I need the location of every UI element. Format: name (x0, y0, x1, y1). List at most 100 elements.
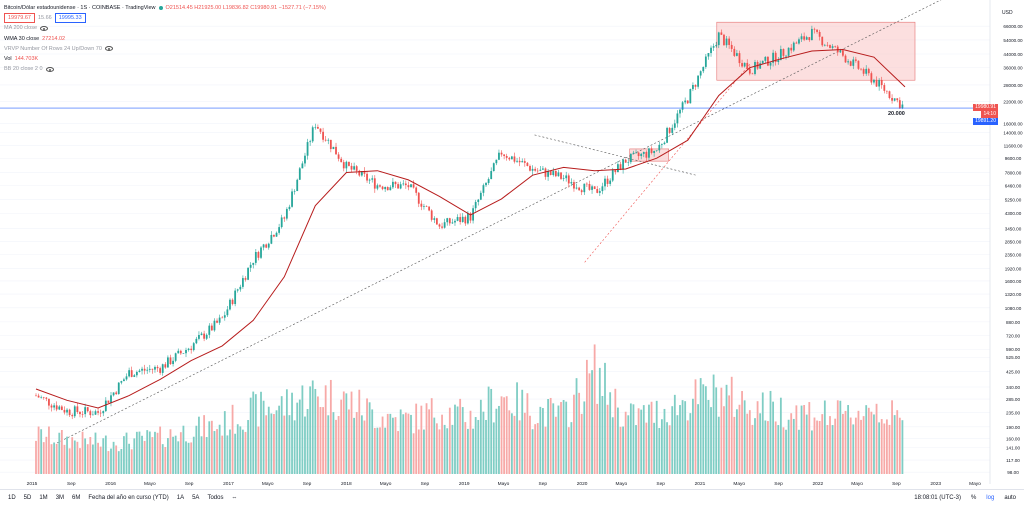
candle-body (130, 370, 133, 377)
candle-body (278, 227, 281, 233)
volume-bar (565, 401, 568, 474)
candle-body (397, 184, 399, 189)
visibility-eye-icon[interactable] (40, 26, 49, 31)
candle-body (141, 368, 143, 371)
visibility-eye-icon[interactable] (104, 46, 113, 52)
range-button[interactable]: 3M (55, 495, 65, 501)
time-tick-label: Sep (303, 481, 312, 487)
log-toggle[interactable]: log (986, 495, 995, 501)
candle-body (205, 334, 208, 339)
candle-body (487, 179, 490, 183)
candle-body (53, 405, 56, 408)
indicator-bb[interactable]: BB 20 close 2 0 (4, 64, 326, 74)
indicator-label: Vol (4, 56, 12, 63)
candle-body (384, 186, 387, 190)
volume-bar (112, 441, 115, 474)
candle-body (200, 333, 203, 335)
indicator-volume[interactable]: Vol 144.703K (4, 54, 326, 64)
candle-body (366, 173, 368, 181)
candle-body (195, 338, 198, 344)
volume-bar (260, 391, 262, 474)
sell-price-button[interactable]: 19979.67 (4, 13, 35, 24)
range-button[interactable]: 5A (192, 495, 200, 501)
candle-body (601, 186, 604, 192)
candle-body (55, 405, 58, 410)
candle-body (585, 183, 588, 185)
candle-body (454, 220, 456, 223)
volume-bar (795, 405, 798, 474)
volume-bar (640, 409, 643, 474)
volume-bar (707, 399, 710, 474)
volume-bar (500, 396, 503, 474)
candle-body (161, 364, 164, 373)
visibility-eye-icon[interactable] (45, 66, 54, 72)
candle-body (684, 100, 687, 103)
volume-bar (329, 379, 332, 474)
volume-bar (673, 394, 676, 474)
candle-body (676, 113, 679, 124)
volume-bar (247, 420, 249, 474)
candle-body (298, 168, 301, 180)
percent-toggle[interactable]: % (970, 495, 977, 501)
volume-bar (542, 408, 544, 474)
range-button[interactable]: 1M (39, 495, 48, 501)
time-tick-label: 2022 (812, 481, 823, 487)
candle-body (89, 411, 92, 416)
indicator-wma30[interactable]: WMA 30 close 27214.02 (4, 34, 326, 44)
auto-toggle[interactable]: auto (1004, 495, 1016, 501)
volume-bar (239, 426, 242, 474)
indicator-ma200[interactable]: MA 200 close (4, 23, 326, 33)
volume-bar (392, 417, 394, 474)
candle-body (800, 36, 803, 40)
candle-body (805, 37, 808, 40)
volume-bar (854, 417, 857, 474)
candle-body (415, 187, 418, 193)
candle-body (782, 49, 785, 56)
candle-body (164, 364, 167, 368)
candle-body (407, 185, 410, 188)
range-button[interactable]: 1A (176, 495, 185, 501)
volume-bar (76, 441, 79, 474)
candle-body (210, 325, 213, 331)
clock-time[interactable]: 18:08:01 (UTC-3) (914, 495, 961, 501)
price-tick-label: 4300.00 (1005, 211, 1022, 216)
price-tick-label: 36000.00 (1003, 66, 1023, 71)
indicator-vrvp[interactable]: VRVP Number Of Rows 24 Up/Down 70 (4, 44, 326, 54)
candle-body (392, 181, 394, 188)
volume-bar (901, 420, 904, 474)
symbol-title[interactable]: Bitcoin/Dólar estadounidense · 1S · COIN… (4, 5, 156, 11)
volume-bar (221, 435, 224, 474)
candle-body (774, 52, 777, 63)
volume-bar (803, 405, 806, 474)
range-button[interactable]: Todos (207, 495, 224, 501)
candle-body (213, 320, 216, 331)
range-button[interactable]: 5D (23, 495, 32, 501)
volume-bar (777, 425, 780, 474)
buy-price-button[interactable]: 19995.33 (54, 13, 86, 24)
volume-bar (55, 443, 58, 474)
range-button[interactable]: Fecha del año en curso (YTD) (88, 495, 169, 501)
range-button[interactable]: 6M (72, 495, 81, 501)
candle-body (42, 397, 45, 398)
candle-body (430, 210, 433, 220)
volume-bar (805, 414, 808, 474)
candle-body (808, 37, 811, 41)
candle-body (604, 178, 606, 187)
volume-bar (446, 428, 449, 474)
candle-body (529, 165, 531, 171)
date-range-icon[interactable]: ⇔ (231, 495, 238, 501)
volume-bar (578, 392, 581, 474)
candle-body (839, 50, 842, 53)
candle-body (376, 185, 379, 189)
volume-bar (725, 384, 728, 474)
range-button[interactable]: 1D (8, 495, 16, 501)
candle-body (640, 153, 643, 157)
volume-bar (474, 417, 477, 474)
volume-bar (236, 424, 239, 474)
price-chart[interactable]: USD 66000.00 54000.00 44000.00 36000.00 28000… (0, 0, 1024, 489)
candle-body (635, 152, 637, 154)
volume-bar (648, 404, 650, 474)
volume-bar (213, 431, 216, 474)
volume-bar (298, 399, 301, 474)
candle-body (792, 42, 795, 51)
